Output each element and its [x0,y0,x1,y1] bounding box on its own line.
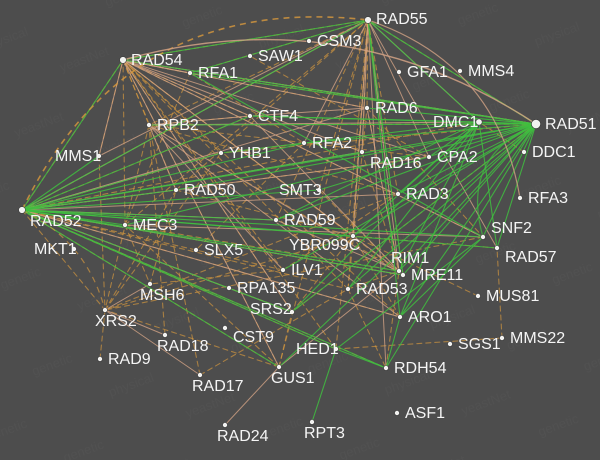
svg-text:CSM3: CSM3 [317,33,362,50]
svg-text:RPB2: RPB2 [157,117,199,134]
svg-text:RFA1: RFA1 [198,65,238,82]
svg-text:RAD6: RAD6 [375,100,418,117]
svg-text:RAD55: RAD55 [376,11,428,28]
svg-text:RAD16: RAD16 [370,155,422,172]
svg-text:RDH54: RDH54 [394,360,447,377]
svg-text:RAD24: RAD24 [217,428,269,445]
svg-text:CST9: CST9 [233,329,274,346]
svg-text:RAD52: RAD52 [30,213,82,230]
svg-text:SLX5: SLX5 [204,242,243,259]
svg-text:RPT3: RPT3 [304,425,345,442]
svg-text:RAD9: RAD9 [108,351,151,368]
svg-text:RAD54: RAD54 [131,52,183,69]
svg-text:RAD53: RAD53 [356,281,408,298]
svg-text:GFA1: GFA1 [407,64,448,81]
svg-text:ASF1: ASF1 [405,405,445,422]
svg-text:ILV1: ILV1 [291,262,323,279]
svg-text:RAD50: RAD50 [184,182,236,199]
svg-text:SAW1: SAW1 [258,48,303,65]
svg-text:MMS1: MMS1 [55,148,101,165]
svg-text:RAD59: RAD59 [284,212,336,229]
svg-text:SRS2: SRS2 [250,301,292,318]
svg-text:RAD57: RAD57 [505,249,557,266]
svg-text:GUS1: GUS1 [271,370,315,387]
svg-text:DDC1: DDC1 [532,144,576,161]
svg-text:RAD3: RAD3 [406,186,449,203]
svg-text:YHB1: YHB1 [229,145,271,162]
svg-text:MRE11: MRE11 [411,267,463,284]
svg-text:RFA3: RFA3 [528,190,568,207]
svg-text:RIM1: RIM1 [391,250,429,267]
svg-text:SGS1: SGS1 [458,336,501,353]
svg-text:XRS2: XRS2 [95,313,137,330]
svg-text:MEC3: MEC3 [133,217,178,234]
svg-text:SMT3: SMT3 [279,182,322,199]
svg-text:HED1: HED1 [296,341,339,358]
svg-text:MSH6: MSH6 [140,287,185,304]
svg-text:RAD18: RAD18 [157,338,209,355]
svg-text:SNF2: SNF2 [491,220,532,237]
svg-text:CTF4: CTF4 [258,108,298,125]
svg-text:CPA2: CPA2 [437,149,478,166]
svg-text:RAD51: RAD51 [545,116,597,133]
svg-text:DMC1: DMC1 [433,114,478,131]
svg-text:MUS81: MUS81 [486,288,539,305]
svg-text:MMS22: MMS22 [510,330,565,347]
svg-text:YBR099C: YBR099C [289,237,360,254]
svg-text:MKT1: MKT1 [34,241,77,258]
svg-text:ARO1: ARO1 [408,309,452,326]
svg-text:RPA135: RPA135 [237,280,296,297]
svg-text:RAD17: RAD17 [192,378,244,395]
svg-text:RFA2: RFA2 [312,135,352,152]
svg-text:MMS4: MMS4 [468,63,514,80]
